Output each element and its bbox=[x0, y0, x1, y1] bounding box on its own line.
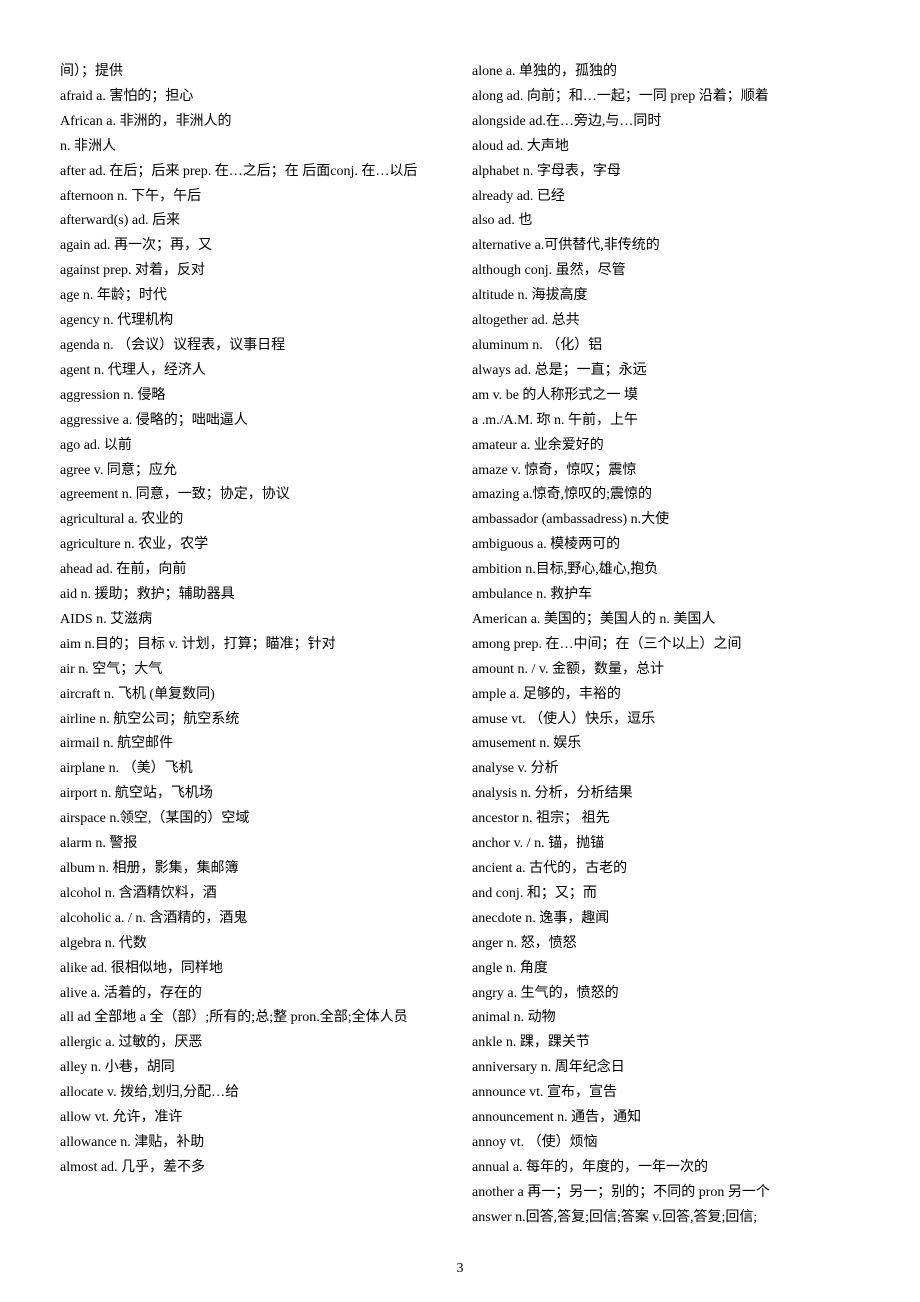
dictionary-entry: aggressive a. 侵略的；咄咄逼人 bbox=[60, 409, 448, 434]
dictionary-entry: among prep. 在…中间；在（三个以上）之间 bbox=[472, 633, 860, 658]
dictionary-entry: agent n. 代理人，经济人 bbox=[60, 359, 448, 384]
dictionary-entry: almost ad. 几乎，差不多 bbox=[60, 1156, 448, 1181]
dictionary-entry: am v. be 的人称形式之一 塻 bbox=[472, 384, 860, 409]
dictionary-entry: airport n. 航空站，飞机场 bbox=[60, 782, 448, 807]
dictionary-entry: agricultural a. 农业的 bbox=[60, 508, 448, 533]
dictionary-page: 间）；提供afraid a. 害怕的；担心African a. 非洲的，非洲人的… bbox=[0, 0, 920, 1261]
dictionary-entry: AIDS n. 艾滋病 bbox=[60, 608, 448, 633]
dictionary-entry: afternoon n. 下午，午后 bbox=[60, 185, 448, 210]
dictionary-entry: against prep. 对着，反对 bbox=[60, 259, 448, 284]
dictionary-entry: airplane n. （美）飞机 bbox=[60, 757, 448, 782]
dictionary-entry: another a 再一；另一；别的；不同的 pron 另一个 bbox=[472, 1181, 860, 1206]
dictionary-entry: ago ad. 以前 bbox=[60, 434, 448, 459]
dictionary-entry: allergic a. 过敏的，厌恶 bbox=[60, 1031, 448, 1056]
dictionary-entry: ambiguous a. 模棱两可的 bbox=[472, 533, 860, 558]
dictionary-entry: after ad. 在后；后来 prep. 在…之后；在 后面conj. 在…以… bbox=[60, 160, 448, 185]
page-number: 3 bbox=[0, 1261, 920, 1297]
dictionary-entry: alternative a.可供替代,非传统的 bbox=[472, 234, 860, 259]
dictionary-entry: alley n. 小巷，胡同 bbox=[60, 1056, 448, 1081]
dictionary-entry: agenda n. （会议）议程表，议事日程 bbox=[60, 334, 448, 359]
dictionary-entry: angry a. 生气的，愤怒的 bbox=[472, 982, 860, 1007]
dictionary-entry: ankle n. 踝，踝关节 bbox=[472, 1031, 860, 1056]
dictionary-entry: annual a. 每年的，年度的，一年一次的 bbox=[472, 1156, 860, 1181]
dictionary-entry: agree v. 同意；应允 bbox=[60, 459, 448, 484]
dictionary-entry: angle n. 角度 bbox=[472, 957, 860, 982]
dictionary-entry: also ad. 也 bbox=[472, 209, 860, 234]
dictionary-entry: amateur a. 业余爱好的 bbox=[472, 434, 860, 459]
dictionary-entry: alarm n. 警报 bbox=[60, 832, 448, 857]
dictionary-entry: alphabet n. 字母表，字母 bbox=[472, 160, 860, 185]
dictionary-entry: altogether ad. 总共 bbox=[472, 309, 860, 334]
dictionary-entry: afterward(s) ad. 后来 bbox=[60, 209, 448, 234]
dictionary-entry: analyse v. 分析 bbox=[472, 757, 860, 782]
dictionary-entry: annoy vt. （使）烦恼 bbox=[472, 1131, 860, 1156]
dictionary-entry: already ad. 已经 bbox=[472, 185, 860, 210]
dictionary-entry: album n. 相册，影集，集邮簿 bbox=[60, 857, 448, 882]
dictionary-entry: again ad. 再一次；再，又 bbox=[60, 234, 448, 259]
dictionary-entry: ambition n.目标,野心,雄心,抱负 bbox=[472, 558, 860, 583]
dictionary-entry: airmail n. 航空邮件 bbox=[60, 732, 448, 757]
dictionary-entry: alcohol n. 含酒精饮料，酒 bbox=[60, 882, 448, 907]
dictionary-entry: amazing a.惊奇,惊叹的;震惊的 bbox=[472, 483, 860, 508]
dictionary-entry: airline n. 航空公司；航空系统 bbox=[60, 708, 448, 733]
dictionary-entry: ancient a. 古代的，古老的 bbox=[472, 857, 860, 882]
dictionary-entry: announce vt. 宣布，宣告 bbox=[472, 1081, 860, 1106]
dictionary-entry: aluminum n. （化）铝 bbox=[472, 334, 860, 359]
dictionary-entry: along ad. 向前；和…一起；一同 prep 沿着；顺着 bbox=[472, 85, 860, 110]
dictionary-entry: ambulance n. 救护车 bbox=[472, 583, 860, 608]
dictionary-entry: answer n.回答,答复;回信;答案 v.回答,答复;回信; bbox=[472, 1206, 860, 1231]
dictionary-entry: aloud ad. 大声地 bbox=[472, 135, 860, 160]
dictionary-entry: afraid a. 害怕的；担心 bbox=[60, 85, 448, 110]
dictionary-entry: aircraft n. 飞机 (单复数同) bbox=[60, 683, 448, 708]
dictionary-entry: aggression n. 侵略 bbox=[60, 384, 448, 409]
dictionary-entry: anger n. 怒，愤怒 bbox=[472, 932, 860, 957]
dictionary-entry: a .m./A.M. 珎 n. 午前，上午 bbox=[472, 409, 860, 434]
dictionary-entry: air n. 空气；大气 bbox=[60, 658, 448, 683]
dictionary-entry: anecdote n. 逸事，趣闻 bbox=[472, 907, 860, 932]
dictionary-entry: algebra n. 代数 bbox=[60, 932, 448, 957]
dictionary-entry: analysis n. 分析，分析结果 bbox=[472, 782, 860, 807]
dictionary-entry: anchor v. / n. 锚，抛锚 bbox=[472, 832, 860, 857]
dictionary-entry: all ad 全部地 a 全（部）;所有的;总;整 pron.全部;全体人员 bbox=[60, 1006, 448, 1031]
dictionary-entry: amusement n. 娱乐 bbox=[472, 732, 860, 757]
dictionary-entry: altitude n. 海拔高度 bbox=[472, 284, 860, 309]
dictionary-entry: agriculture n. 农业，农学 bbox=[60, 533, 448, 558]
dictionary-entry: ample a. 足够的，丰裕的 bbox=[472, 683, 860, 708]
dictionary-entry: amount n. / v. 金额，数量，总计 bbox=[472, 658, 860, 683]
left-column: 间）；提供afraid a. 害怕的；担心African a. 非洲的，非洲人的… bbox=[60, 60, 448, 1231]
dictionary-entry: alive a. 活着的，存在的 bbox=[60, 982, 448, 1007]
dictionary-entry: 间）；提供 bbox=[60, 60, 448, 85]
dictionary-entry: alongside ad.在…旁边,与…同时 bbox=[472, 110, 860, 135]
dictionary-entry: always ad. 总是；一直；永远 bbox=[472, 359, 860, 384]
dictionary-entry: alone a. 单独的，孤独的 bbox=[472, 60, 860, 85]
dictionary-entry: African a. 非洲的，非洲人的 bbox=[60, 110, 448, 135]
dictionary-entry: agency n. 代理机构 bbox=[60, 309, 448, 334]
dictionary-entry: ahead ad. 在前，向前 bbox=[60, 558, 448, 583]
dictionary-entry: and conj. 和；又；而 bbox=[472, 882, 860, 907]
dictionary-entry: aid n. 援助；救护；辅助器具 bbox=[60, 583, 448, 608]
dictionary-entry: animal n. 动物 bbox=[472, 1006, 860, 1031]
dictionary-entry: although conj. 虽然，尽管 bbox=[472, 259, 860, 284]
dictionary-entry: agreement n. 同意，一致；协定，协议 bbox=[60, 483, 448, 508]
dictionary-entry: alcoholic a. / n. 含酒精的，酒鬼 bbox=[60, 907, 448, 932]
right-column: alone a. 单独的，孤独的along ad. 向前；和…一起；一同 pre… bbox=[472, 60, 860, 1231]
dictionary-entry: amaze v. 惊奇，惊叹；震惊 bbox=[472, 459, 860, 484]
dictionary-entry: anniversary n. 周年纪念日 bbox=[472, 1056, 860, 1081]
dictionary-entry: alike ad. 很相似地，同样地 bbox=[60, 957, 448, 982]
dictionary-entry: allowance n. 津贴，补助 bbox=[60, 1131, 448, 1156]
dictionary-entry: allow vt. 允许，准许 bbox=[60, 1106, 448, 1131]
dictionary-entry: age n. 年龄；时代 bbox=[60, 284, 448, 309]
dictionary-entry: amuse vt. （使人）快乐，逗乐 bbox=[472, 708, 860, 733]
dictionary-entry: announcement n. 通告，通知 bbox=[472, 1106, 860, 1131]
dictionary-entry: airspace n.领空,（某国的）空域 bbox=[60, 807, 448, 832]
dictionary-entry: ancestor n. 祖宗； 祖先 bbox=[472, 807, 860, 832]
dictionary-entry: ambassador (ambassadress) n.大使 bbox=[472, 508, 860, 533]
dictionary-entry: allocate v. 拨给,划归,分配…给 bbox=[60, 1081, 448, 1106]
dictionary-entry: aim n.目的；目标 v. 计划，打算；瞄准；针对 bbox=[60, 633, 448, 658]
dictionary-entry: American a. 美国的；美国人的 n. 美国人 bbox=[472, 608, 860, 633]
dictionary-entry: n. 非洲人 bbox=[60, 135, 448, 160]
